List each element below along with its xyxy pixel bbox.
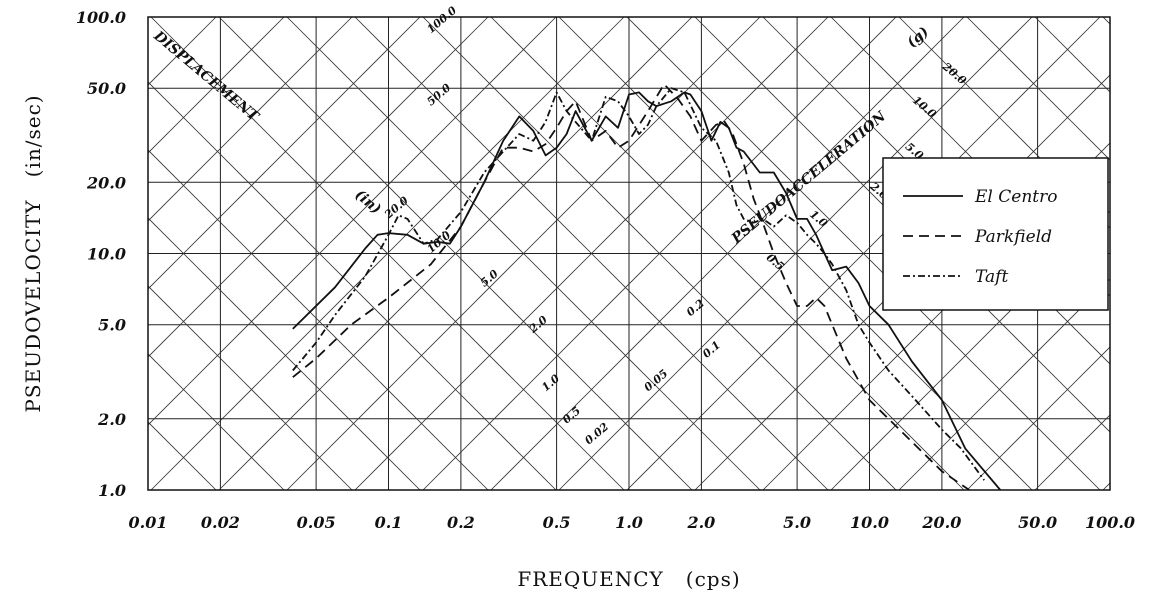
acceleration-value-label: 20.0 (939, 59, 969, 87)
y-tick-label: 50.0 (87, 79, 126, 98)
series-el-centro (292, 91, 1001, 490)
y-tick-labels: 1.0 2.0 5.0 10.0 20.0 50.0 100.0 (76, 8, 126, 500)
x-tick-label: 0.05 (297, 513, 336, 532)
displacement-value-label: 1.0 (539, 372, 562, 394)
x-tick-label: 2.0 (686, 513, 715, 532)
x-tick-label: 0.2 (447, 513, 475, 532)
y-tick-label: 100.0 (76, 8, 126, 27)
acceleration-line (286, 17, 761, 490)
acceleration-unit: (g) (904, 24, 932, 51)
series-taft (292, 87, 985, 481)
acceleration-line (0, 17, 12, 490)
displacement-unit: (in) (352, 187, 384, 218)
x-axis-title: FREQUENCY (cps) (517, 567, 740, 591)
acceleration-title: PSEUDOACCELERATION (728, 108, 890, 248)
series-parkfield (292, 83, 970, 490)
y-tick-label: 10.0 (87, 245, 126, 264)
y-tick-label: 20.0 (86, 173, 126, 192)
x-tick-label: 100.0 (1085, 513, 1135, 532)
x-tick-labels: 0.01 0.02 0.05 0.1 0.2 0.5 1.0 2.0 5.0 10.0 20.0 50… (129, 513, 1136, 532)
displacement-line (966, 346, 1110, 490)
legend: El Centro Parkfield Taft (882, 157, 1109, 311)
x-tick-label: 0.02 (201, 513, 240, 532)
displacement-value-label: 0.5 (560, 404, 583, 426)
acceleration-line (626, 17, 1101, 490)
acceleration-line (218, 17, 693, 490)
legend-label: Taft (975, 267, 1008, 287)
displacement-line (148, 17, 285, 154)
y-tick-label: 1.0 (98, 481, 126, 500)
x-tick-label: 1.0 (615, 513, 643, 532)
legend-box (882, 157, 1109, 311)
displacement-line (148, 17, 353, 222)
displacement-title: DISPLACEMENT (150, 28, 263, 126)
x-tick-label: 0.01 (129, 513, 168, 532)
acceleration-line (150, 17, 625, 490)
displacement-value-label: 100.0 (424, 4, 459, 36)
acceleration-line (148, 285, 353, 490)
legend-label: Parkfield (974, 227, 1052, 247)
acceleration-line (148, 149, 489, 490)
displacement-value-label: 0.2 (684, 297, 707, 319)
acceleration-line (898, 17, 1110, 229)
legend-label: El Centro (974, 187, 1057, 207)
displacement-value-label: 2.0 (526, 313, 550, 336)
y-axis-title: PSEUDOVELOCITY (in/sec) (21, 94, 45, 412)
acceleration-line (148, 217, 421, 490)
y-tick-label: 2.0 (97, 410, 126, 429)
x-tick-label: 10.0 (850, 513, 889, 532)
displacement-value-label: 0.1 (700, 338, 723, 360)
displacement-value-label: 0.02 (582, 420, 611, 447)
acceleration-value-label: 10.0 (910, 94, 939, 121)
displacement-value-label: 0.05 (642, 367, 671, 394)
acceleration-line (490, 17, 965, 490)
y-tick-label: 5.0 (98, 316, 126, 335)
acceleration-line (422, 17, 897, 490)
x-tick-label: 50.0 (1018, 513, 1057, 532)
x-tick-label: 5.0 (783, 513, 811, 532)
acceleration-line (354, 17, 829, 490)
acceleration-line (148, 353, 285, 490)
displacement-value-label: 5.0 (478, 267, 501, 289)
displacement-line (898, 278, 1110, 490)
acceleration-value-label: 1.0 (807, 208, 830, 230)
plot-frame (147, 16, 1111, 491)
x-tick-label: 0.5 (543, 513, 571, 532)
acceleration-value-label: 0.5 (764, 251, 787, 273)
series-layer (292, 83, 1001, 490)
x-tick-label: 0.1 (375, 513, 403, 532)
acceleration-line (558, 17, 1033, 490)
acceleration-line (148, 81, 557, 490)
x-tick-label: 20.0 (921, 513, 961, 532)
displacement-value-label: 50.0 (424, 81, 453, 108)
displacement-line (0, 17, 12, 490)
acceleration-line (966, 17, 1110, 161)
